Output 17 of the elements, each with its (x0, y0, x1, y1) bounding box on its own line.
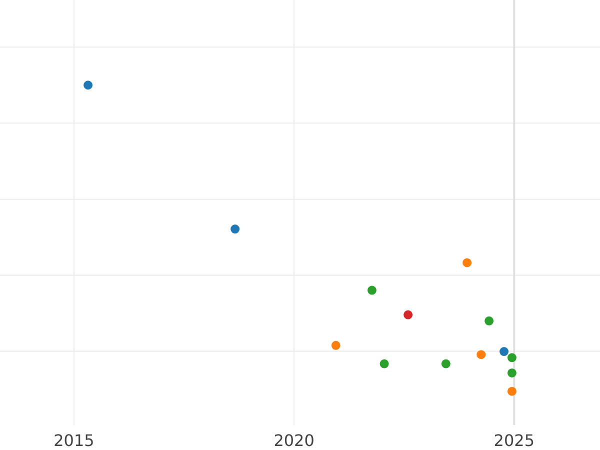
x-tick-label: 2025 (494, 431, 535, 450)
x-tick-label: 2020 (274, 431, 314, 450)
point (507, 353, 516, 362)
point (500, 347, 509, 356)
point (507, 368, 516, 378)
point (507, 386, 516, 396)
point (367, 286, 376, 295)
x-tick-label: 2015 (54, 431, 94, 450)
point (441, 359, 450, 368)
point (84, 80, 93, 90)
point (230, 224, 240, 234)
point (380, 359, 389, 368)
point (476, 350, 486, 360)
point (462, 258, 472, 268)
point (331, 340, 340, 350)
point (484, 316, 494, 326)
point (404, 310, 413, 320)
